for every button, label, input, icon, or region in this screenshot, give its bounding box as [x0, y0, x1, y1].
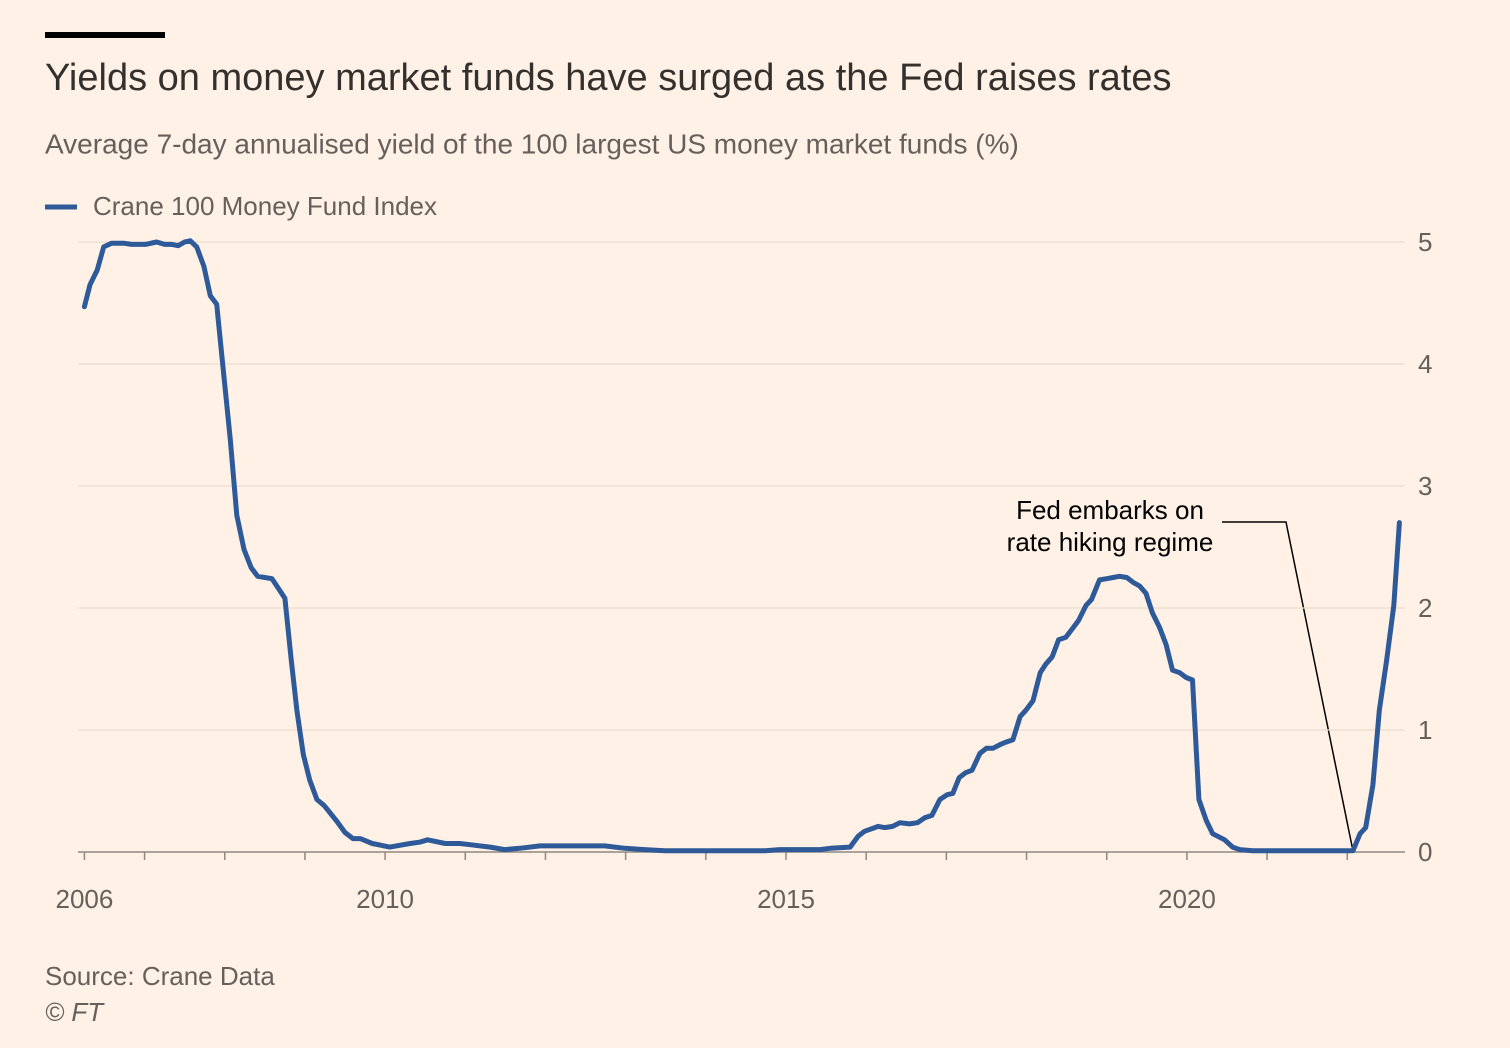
- x-tick-label: 2006: [55, 884, 113, 914]
- annotation: Fed embarks on: [1016, 495, 1204, 525]
- y-tick-label: 5: [1418, 227, 1432, 257]
- series-line: [81, 238, 1402, 854]
- x-tick-label: 2015: [757, 884, 815, 914]
- title-bar: [45, 32, 165, 38]
- legend-label: Crane 100 Money Fund Index: [93, 191, 437, 221]
- plot-area: 0 1 2 3 4 5 2006 2010 2015 2020: [55, 227, 1432, 914]
- y-tick-label: 3: [1418, 471, 1432, 501]
- annotation-leader: [1222, 521, 1354, 852]
- chart-title: Yields on money market funds have surged…: [45, 57, 1172, 99]
- x-tick-label: 2020: [1158, 884, 1216, 914]
- y-tick-label: 1: [1418, 715, 1432, 745]
- annotation: rate hiking regime: [1007, 527, 1214, 557]
- source: Source: Crane Data: [45, 961, 275, 991]
- x-tick-label: 2010: [356, 884, 414, 914]
- y-tick-label: 4: [1418, 349, 1432, 379]
- copyright: © FT: [45, 997, 105, 1027]
- y-tick-label: 2: [1418, 593, 1432, 623]
- y-tick-label: 0: [1418, 837, 1432, 867]
- chart-subtitle: Average 7-day annualised yield of the 10…: [45, 128, 1019, 159]
